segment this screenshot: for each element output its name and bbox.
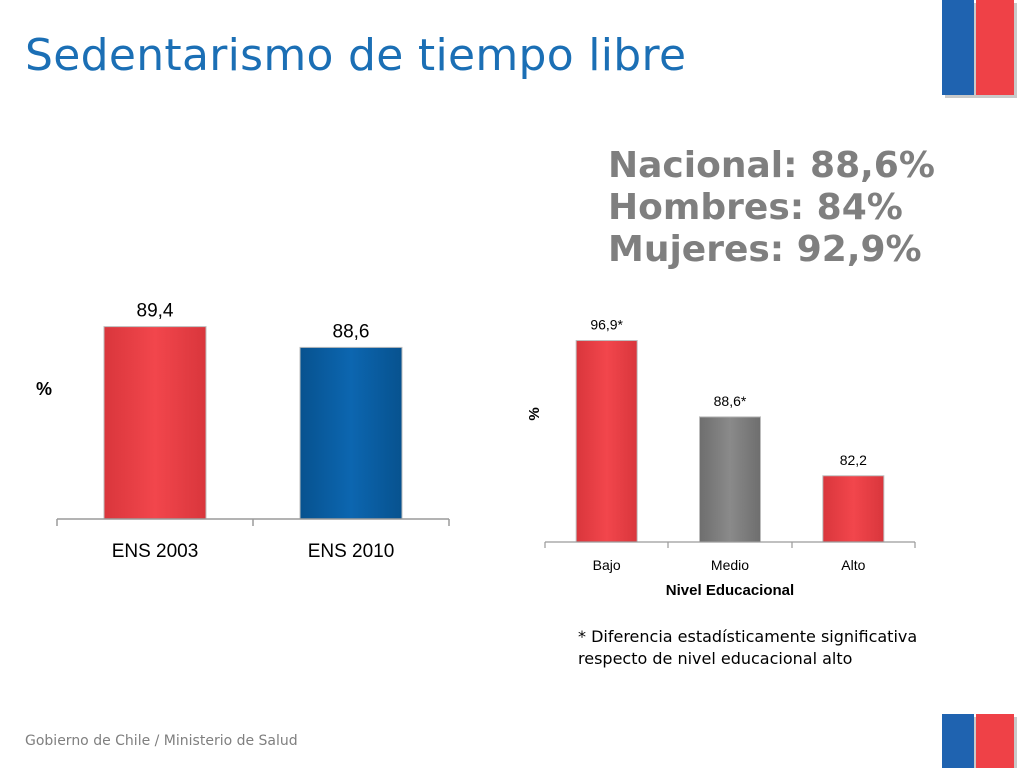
stat-nacional: Nacional: 88,6% <box>608 145 935 186</box>
footnote-line-1: * Diferencia estadísticamente significat… <box>578 627 918 646</box>
flag-logo-bottom <box>942 714 1024 768</box>
stat-hombres: Hombres: 84% <box>608 187 903 228</box>
chart-ens-years: % 89,4 ENS 2003 88,6 ENS 2010 <box>36 301 450 562</box>
x-axis-label: Nivel Educacional <box>666 582 794 599</box>
footnote-line-2: respecto de nivel educacional alto <box>578 649 853 668</box>
data-label: 96,9* <box>590 317 623 333</box>
category-label: Alto <box>841 557 865 573</box>
summary-stats: Nacional: 88,6% Hombres: 84% Mujeres: 92… <box>608 145 935 271</box>
slide-title: Sedentarismo de tiempo libre <box>25 30 687 81</box>
flag-logo-top <box>942 0 1024 98</box>
bar-alto <box>822 475 885 543</box>
stat-mujeres: Mujeres: 92,9% <box>608 229 922 270</box>
data-label: 88,6 <box>333 321 370 342</box>
bar-ens-2003 <box>103 326 207 520</box>
y-axis-label: % <box>526 407 543 420</box>
bar-ens-2010 <box>299 346 403 520</box>
category-label: Medio <box>711 557 749 573</box>
data-label: 88,6* <box>714 393 747 409</box>
data-label: 89,4 <box>137 301 174 322</box>
footer-text: Gobierno de Chile / Ministerio de Salud <box>25 733 298 749</box>
category-label: ENS 2010 <box>308 541 395 562</box>
bar-medio <box>699 416 761 543</box>
footnote: * Diferencia estadísticamente significat… <box>578 626 917 670</box>
bar-bajo <box>575 340 638 543</box>
chart-nivel-educacional: % 96,9* Bajo 88,6* Medio 82,2 Alto Nivel Educ… <box>526 317 916 599</box>
y-axis-label: % <box>36 379 52 399</box>
category-label: Bajo <box>593 557 621 573</box>
data-label: 82,2 <box>840 452 867 468</box>
category-label: ENS 2003 <box>112 541 199 562</box>
